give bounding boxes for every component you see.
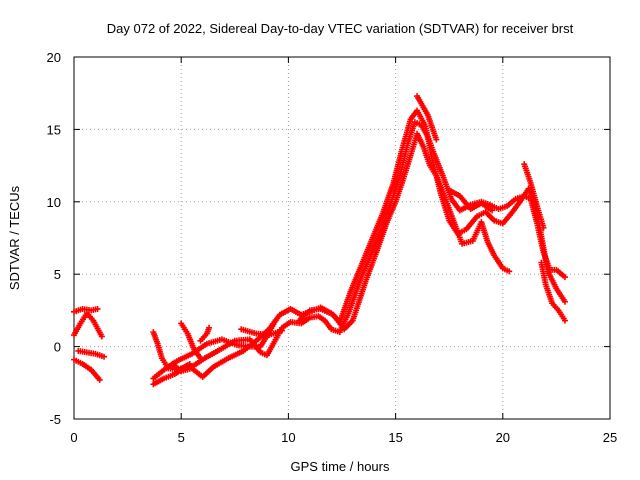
data-point-marker [506,268,513,275]
data-point-marker [98,333,105,340]
data-point-marker [197,355,204,362]
series-track-12 [296,130,513,333]
series-track-4 [71,356,103,383]
chart-title: Day 072 of 2022, Sidereal Day-to-day VTE… [107,21,574,36]
y-tick-label: 0 [54,340,61,355]
data-point-marker [96,376,103,383]
y-tick-label: -5 [49,412,61,427]
data-point-marker [540,224,547,231]
series-track-10 [197,324,213,344]
data-point-marker [101,353,108,360]
plot-frame [73,56,611,420]
series-track-8 [169,107,568,381]
series-track-2 [71,310,105,340]
data-point-marker [206,324,213,331]
x-tick-label: 0 [70,430,77,445]
series-track-9 [178,320,204,362]
series-track-1 [71,305,101,315]
y-tick-label: 15 [47,122,61,137]
x-tick-label: 25 [603,430,617,445]
series-track-15 [521,161,547,231]
y-tick-label: 10 [47,195,61,210]
y-tick-label: 20 [47,50,61,65]
series-track-16 [538,259,568,324]
x-tick-label: 10 [281,430,295,445]
data-point-marker [561,317,568,324]
series-track-13 [414,93,440,143]
data-point-marker [433,136,440,143]
x-tick-label: 20 [496,430,510,445]
series-track-14 [446,187,496,214]
y-axis-label: SDTVAR / TECUs [7,185,22,290]
y-tick-label: 5 [54,267,61,282]
data-point-marker [561,298,568,305]
data-point-marker [489,207,496,214]
x-tick-label: 5 [178,430,185,445]
data-point-marker [94,305,101,312]
data-point-marker [561,274,568,281]
series-track-3 [75,347,108,360]
data-points [71,93,568,388]
series-track-11 [238,326,285,339]
axis-ticks: 0 5 10 15 20 25 -5 0 5 10 15 20 [47,50,618,445]
x-axis-label: GPS time / hours [291,459,390,474]
grid-lines [74,57,610,419]
series-track-7 [150,119,568,388]
data-point-marker [278,327,285,334]
x-tick-label: 15 [388,430,402,445]
